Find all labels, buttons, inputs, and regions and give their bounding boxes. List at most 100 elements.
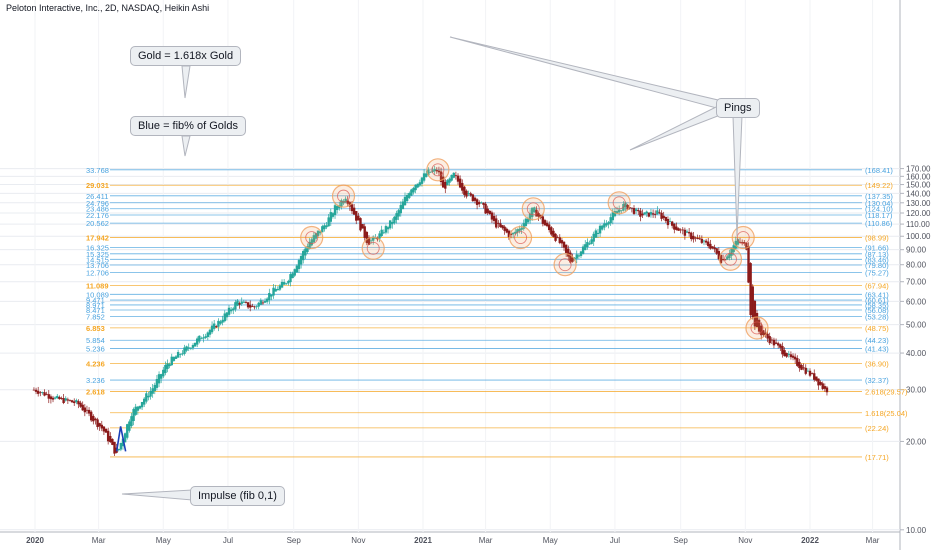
candle-body [299, 256, 303, 265]
x-tick-label: 2021 [414, 536, 432, 545]
y-tick-label: 10.00 [906, 526, 927, 535]
candle-body [571, 257, 574, 262]
fib-level-left-label: 11.089 [86, 282, 109, 291]
candle-body [386, 227, 390, 230]
candle-body [113, 441, 116, 454]
ping-inner-ring [612, 196, 626, 210]
fib-level-right-label: (67.94) [865, 282, 889, 291]
candle-body [796, 358, 799, 366]
ping-inner-ring [514, 231, 528, 244]
candle-body [193, 342, 197, 347]
fib-level-right-label: (53.28) [865, 313, 889, 322]
candle-body [83, 407, 87, 413]
candle-body [36, 390, 40, 394]
candle-body [79, 402, 82, 407]
candle-body [263, 300, 267, 303]
candle-body [289, 274, 292, 283]
candle-body [212, 323, 216, 329]
candle-body [276, 289, 279, 291]
candle-body [751, 286, 754, 318]
fib-level-right-label: 1.618(25.04) [865, 409, 908, 418]
fib-level-right-label: (17.71) [865, 453, 889, 462]
candle-body [670, 221, 674, 226]
candle-body [713, 247, 716, 250]
candle-body [579, 251, 583, 256]
ping-ring [300, 225, 324, 250]
fib-level-right-label: (83.46) [865, 255, 889, 264]
candle-body [365, 231, 369, 244]
candle-body [584, 244, 587, 251]
candle-body [335, 206, 339, 211]
candle-body [94, 418, 97, 421]
candle-body [639, 210, 642, 217]
candle-body [159, 374, 163, 379]
candle-body [359, 218, 362, 231]
candle-body [104, 429, 108, 433]
candle-body [198, 335, 201, 342]
candle-body [304, 248, 307, 256]
fib-level-left-label: 5.236 [86, 345, 105, 354]
candle-body [323, 225, 326, 230]
candle-body [609, 217, 612, 224]
candle-body [711, 246, 714, 249]
candle-body [700, 238, 704, 243]
candle-body [39, 392, 42, 394]
candle-body [698, 238, 701, 240]
candle-body [819, 381, 822, 385]
candle-body [656, 210, 659, 215]
candle-body [234, 302, 237, 310]
candle-body [524, 218, 528, 226]
candle-body [704, 240, 708, 243]
candle-body [102, 426, 106, 432]
candle-body [215, 326, 218, 328]
candle-body [272, 287, 275, 296]
candle-body [87, 409, 91, 414]
candle-body [157, 374, 161, 384]
candle-body [344, 198, 347, 203]
candle-body [588, 243, 591, 245]
candle-body [531, 207, 534, 217]
y-tick-label: 160.00 [906, 172, 931, 181]
x-tick-label: 2020 [26, 536, 44, 545]
candle-body [312, 235, 316, 243]
candle-body [202, 337, 205, 339]
fib-level-left-label: 16.325 [86, 243, 109, 252]
candle-body [776, 343, 780, 346]
candle-body [249, 304, 252, 308]
fib-level-left-label: 7.852 [86, 313, 105, 322]
candle-body [721, 259, 725, 260]
candle-body [89, 411, 93, 421]
x-tick-label: Jul [610, 536, 620, 545]
fib-level-left-label: 17.942 [86, 234, 109, 243]
candle-body [270, 294, 273, 297]
candle-body [384, 226, 388, 233]
candle-body [486, 208, 489, 214]
candle-body [316, 230, 320, 236]
candle-body [435, 170, 439, 172]
candle-body [823, 386, 827, 389]
candle-body [181, 353, 184, 355]
candle-body [575, 254, 578, 259]
candle-body [238, 303, 241, 305]
candle-body [743, 242, 746, 244]
candle-body [607, 222, 610, 225]
candle-body [117, 448, 120, 451]
y-tick-label: 110.00 [906, 220, 930, 229]
candle-body [581, 246, 585, 254]
candle-body [503, 226, 506, 231]
candle-body [535, 209, 538, 217]
candle-body [526, 218, 530, 223]
x-tick-label: Mar [92, 536, 106, 545]
candle-body [437, 170, 441, 173]
gold-note-callout: Gold = 1.618x Gold [130, 46, 242, 66]
y-tick-label: 130.00 [906, 199, 931, 208]
candle-body [138, 405, 142, 409]
fib-level-left-label: 20.562 [86, 219, 109, 228]
fib-level-left-label: 12.706 [86, 268, 109, 277]
candle-body [482, 202, 485, 205]
candle-body [762, 330, 765, 336]
candle-body [291, 273, 294, 279]
candle-body [73, 401, 76, 404]
candle-body [210, 325, 214, 333]
